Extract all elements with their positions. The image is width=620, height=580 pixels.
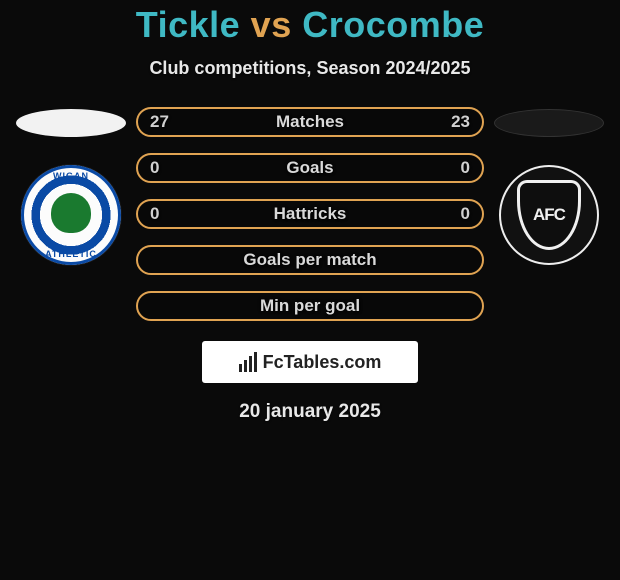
tree-icon xyxy=(51,193,91,233)
stat-left-value: 0 xyxy=(150,158,159,178)
stat-left-value: 0 xyxy=(150,204,159,224)
page-title: Tickle vs Crocombe xyxy=(0,4,620,46)
crest-text-bottom: ATHLETIC xyxy=(45,249,97,259)
crest-text-top: WIGAN xyxy=(53,171,89,181)
stat-left-value: 27 xyxy=(150,112,169,132)
stat-right-value: 0 xyxy=(461,204,470,224)
left-club-crest: WIGAN ATHLETIC xyxy=(21,165,121,265)
right-player-marker xyxy=(494,109,604,137)
crest-text: AFC xyxy=(533,205,565,225)
stat-label: Goals per match xyxy=(243,250,376,270)
stat-label: Hattricks xyxy=(274,204,347,224)
brand-badge[interactable]: FcTables.com xyxy=(202,341,418,383)
stat-label: Goals xyxy=(286,158,333,178)
stat-row-goals: 0 Goals 0 xyxy=(136,153,484,183)
left-player-marker xyxy=(16,109,126,137)
bar-chart-icon xyxy=(239,352,257,372)
stat-right-value: 0 xyxy=(461,158,470,178)
stat-row-hattricks: 0 Hattricks 0 xyxy=(136,199,484,229)
left-player-column: WIGAN ATHLETIC xyxy=(16,107,126,265)
stat-label: Min per goal xyxy=(260,296,360,316)
stats-column: 27 Matches 23 0 Goals 0 0 Hattricks 0 Go… xyxy=(136,107,484,321)
stat-label: Matches xyxy=(276,112,344,132)
stat-row-goals-per-match: Goals per match xyxy=(136,245,484,275)
stat-row-min-per-goal: Min per goal xyxy=(136,291,484,321)
main-row: WIGAN ATHLETIC 27 Matches 23 0 Goals 0 0… xyxy=(0,107,620,321)
right-club-crest: AFC xyxy=(499,165,599,265)
comparison-card: Tickle vs Crocombe Club competitions, Se… xyxy=(0,0,620,423)
subtitle: Club competitions, Season 2024/2025 xyxy=(0,58,620,79)
stat-right-value: 23 xyxy=(451,112,470,132)
footer-date: 20 january 2025 xyxy=(0,401,620,423)
title-player-right: Crocombe xyxy=(302,4,484,45)
brand-text: FcTables.com xyxy=(263,352,382,373)
right-player-column: AFC xyxy=(494,107,604,265)
stat-row-matches: 27 Matches 23 xyxy=(136,107,484,137)
title-player-left: Tickle xyxy=(136,4,240,45)
shield-icon: AFC xyxy=(517,180,581,250)
title-vs: vs xyxy=(251,4,292,45)
